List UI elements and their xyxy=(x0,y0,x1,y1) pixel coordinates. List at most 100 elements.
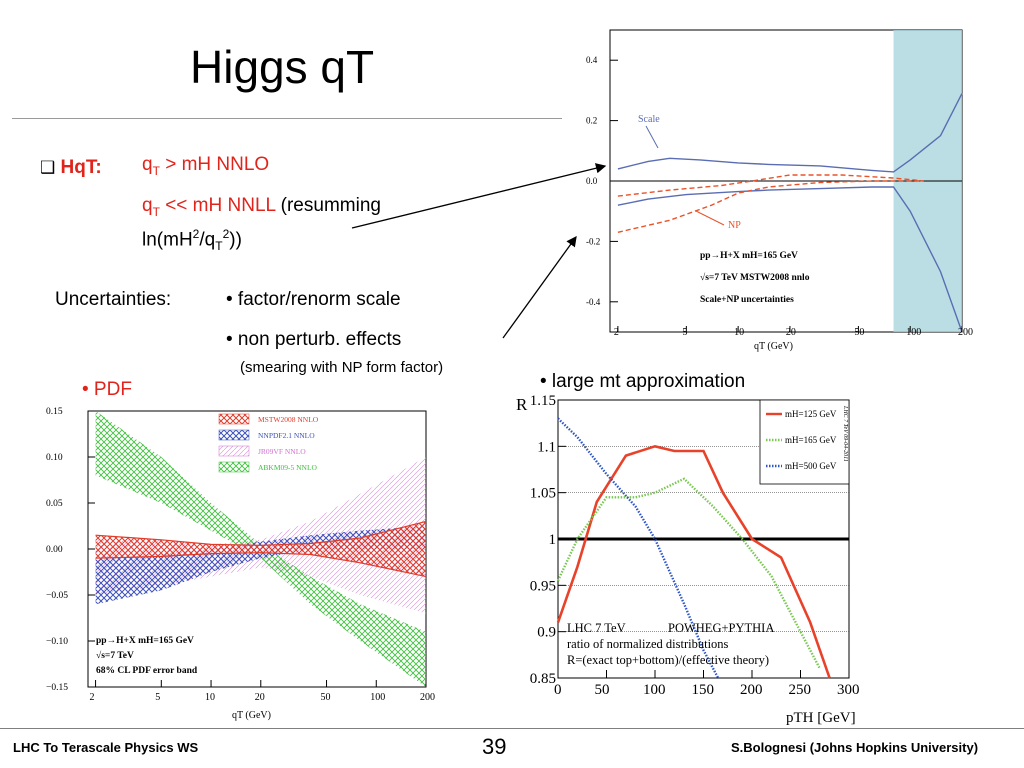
legend-label: ABKM09-5 NNLO xyxy=(258,463,318,472)
chart3-note-2: POWHEG+PYTHIA xyxy=(668,621,774,635)
hqt-line2: qT << mH NNLL (resumming xyxy=(142,195,381,219)
legend-swatch xyxy=(218,429,250,441)
y-tick-label: 1.05 xyxy=(530,486,556,502)
y-tick-label: -0.2 xyxy=(586,236,600,246)
chart3-xlabel: pTH [GeV] xyxy=(786,710,856,726)
hqt-label: ❑ HqT: xyxy=(40,156,102,180)
y-tick-label: −0.05 xyxy=(46,591,68,601)
chart2-xlabel: qT (GeV) xyxy=(232,710,271,721)
uncertainties-label: Uncertainties: xyxy=(55,289,172,310)
x-tick-label: 20 xyxy=(786,327,796,338)
legend-swatch xyxy=(218,461,250,473)
x-tick-label: 5 xyxy=(682,327,687,338)
series-band-upper xyxy=(617,93,963,173)
chart2-note-1: pp→H+X mH=165 GeV xyxy=(96,636,194,646)
mstw-lower-edge xyxy=(95,552,427,578)
series-0 xyxy=(556,444,831,679)
x-tick-label: 150 xyxy=(692,682,715,698)
slide-title: Higgs qT xyxy=(190,41,375,93)
y-tick-label: 0.4 xyxy=(586,55,598,65)
x-tick-label: 250 xyxy=(789,682,812,698)
legend-label: NNPDF2.1 NNLO xyxy=(258,431,315,440)
y-tick-label: 0.00 xyxy=(46,545,63,555)
y-tick-label: 0.05 xyxy=(46,499,63,509)
mt-bullet: • large mt approximation xyxy=(540,371,746,392)
legend-label: JR09VF NNLO xyxy=(258,447,306,456)
y-tick-label: −0.10 xyxy=(46,637,68,647)
np-label: NP xyxy=(728,220,741,231)
y-tick-label: 1.15 xyxy=(530,393,556,409)
legend-swatch xyxy=(218,413,250,425)
x-tick-label: 200 xyxy=(958,327,973,338)
series-dashed-upper xyxy=(617,174,924,197)
pdf-chart: 2 5 10 20 50 100 200 0.15 0.10 0.05 0.00 −0.05 −0.10… xyxy=(46,407,435,721)
uncertainty-np-note: (smearing with NP form factor) xyxy=(240,359,444,376)
chart1-note-1: pp→H+X mH=165 GeV xyxy=(700,251,798,261)
x-tick-label: 50 xyxy=(854,327,864,338)
np-pointer xyxy=(695,210,725,226)
pdf-band-0 xyxy=(95,521,426,577)
uncertainty-np: • non perturb. effects xyxy=(226,329,402,350)
legend-swatch xyxy=(218,445,250,457)
y-tick-label: 1 xyxy=(549,532,557,548)
x-tick-label: 50 xyxy=(321,692,331,703)
y-tick-label: 0.85 xyxy=(530,671,556,687)
x-tick-label: 10 xyxy=(734,327,744,338)
x-tick-label: 200 xyxy=(740,682,763,698)
y-tick-label: 0.0 xyxy=(586,176,598,186)
hqt-line3: ln(mH2/qT2)) xyxy=(142,227,242,254)
series-dashed-lower xyxy=(617,180,924,233)
scale-np-chart: 2 5 10 20 50 100 200 0.4 0.2 0.0 -0.2 -0.4 Scale NP… xyxy=(586,29,973,352)
chart1-note-3: Scale+NP uncertainties xyxy=(700,295,794,305)
large-mt-chart: 0 50 100 150 200 250 300 1.15 1.1 1.05 1 0.95 0.9 0.8… xyxy=(516,393,860,726)
chart3-note-4: R=(exact top+bottom)/(effective theory) xyxy=(567,653,769,667)
y-tick-label: -0.4 xyxy=(586,297,601,307)
y-tick-label: 1.1 xyxy=(537,439,556,455)
legend-label: mH=125 GeV xyxy=(785,409,837,419)
series-1 xyxy=(556,477,821,670)
pdf-bullet: • PDF xyxy=(82,379,132,400)
footer-left: LHC To Terascale Physics WS xyxy=(13,740,199,755)
chart3-note-3: ratio of normalized distributions xyxy=(567,637,729,651)
y-tick-label: 0.10 xyxy=(46,453,63,463)
chart2-note-2: √s=7 TeV xyxy=(96,650,134,661)
y-tick-label: 0.95 xyxy=(530,578,556,594)
legend-label: mH=165 GeV xyxy=(785,435,837,445)
x-tick-label: 2 xyxy=(614,327,619,338)
arrow-to-scale-chart xyxy=(351,163,607,229)
x-tick-label: 100 xyxy=(906,327,921,338)
mstw-upper-edge xyxy=(95,520,427,546)
y-tick-label: 0.2 xyxy=(586,116,597,126)
chart1-note-2: √s=7 TeV MSTW2008 nnlo xyxy=(700,272,810,283)
arrow-to-np-chart xyxy=(502,235,577,339)
footer-right: S.Bolognesi (Johns Hopkins University) xyxy=(731,740,979,755)
chart3-note-1: LHC 7 TeV xyxy=(567,621,626,635)
x-tick-label: 100 xyxy=(643,682,666,698)
title-divider xyxy=(12,118,562,119)
y-tick-label: 0.15 xyxy=(46,407,63,417)
x-tick-label: 2 xyxy=(90,692,95,703)
x-tick-label: 50 xyxy=(595,682,610,698)
series-band-lower xyxy=(617,186,963,333)
x-tick-label: 300 xyxy=(837,682,860,698)
scale-label: Scale xyxy=(638,114,660,125)
chart1-xlabel: qT (GeV) xyxy=(754,341,793,352)
hqt-text: HqT: xyxy=(60,157,102,178)
y-tick-label: 0.9 xyxy=(537,625,556,641)
scale-pointer xyxy=(645,125,659,149)
page-number: 39 xyxy=(482,734,507,759)
chart3-ylabel: R xyxy=(516,395,528,414)
hqt-line1: qT > mH NNLO xyxy=(142,154,270,178)
x-tick-label: 10 xyxy=(205,692,215,703)
x-tick-label: 100 xyxy=(370,692,385,703)
uncertainty-scale: • factor/renorm scale xyxy=(226,289,401,310)
checkbox-icon: ❑ xyxy=(40,158,56,177)
chart3-side-text: LHC 7 TeV 09-04-2011 xyxy=(842,405,849,462)
chart2-note-3: 68% CL PDF error band xyxy=(96,666,198,676)
x-tick-label: 20 xyxy=(255,692,265,703)
legend-label: mH=500 GeV xyxy=(785,461,837,471)
x-tick-label: 5 xyxy=(155,692,160,703)
footer-divider xyxy=(0,728,1024,729)
legend-label: MSTW2008 NNLO xyxy=(258,415,319,424)
y-tick-label: −0.15 xyxy=(46,683,68,693)
